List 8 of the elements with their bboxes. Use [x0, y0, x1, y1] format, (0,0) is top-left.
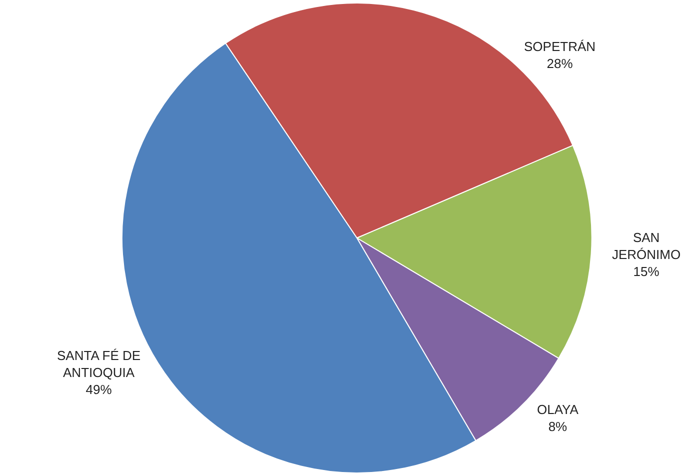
slice-label: OLAYA	[537, 402, 579, 417]
data-label: 15%	[633, 264, 660, 279]
slice-label: SAN JERÓNIMO	[612, 230, 681, 262]
slice-label: SOPETRÁN	[524, 39, 596, 54]
data-label: 49%	[86, 382, 112, 397]
data-label: 28%	[546, 56, 574, 71]
data-label: 8%	[548, 418, 568, 434]
slice-label: SANTA FÉ DE ANTIOQUIA	[57, 348, 141, 380]
